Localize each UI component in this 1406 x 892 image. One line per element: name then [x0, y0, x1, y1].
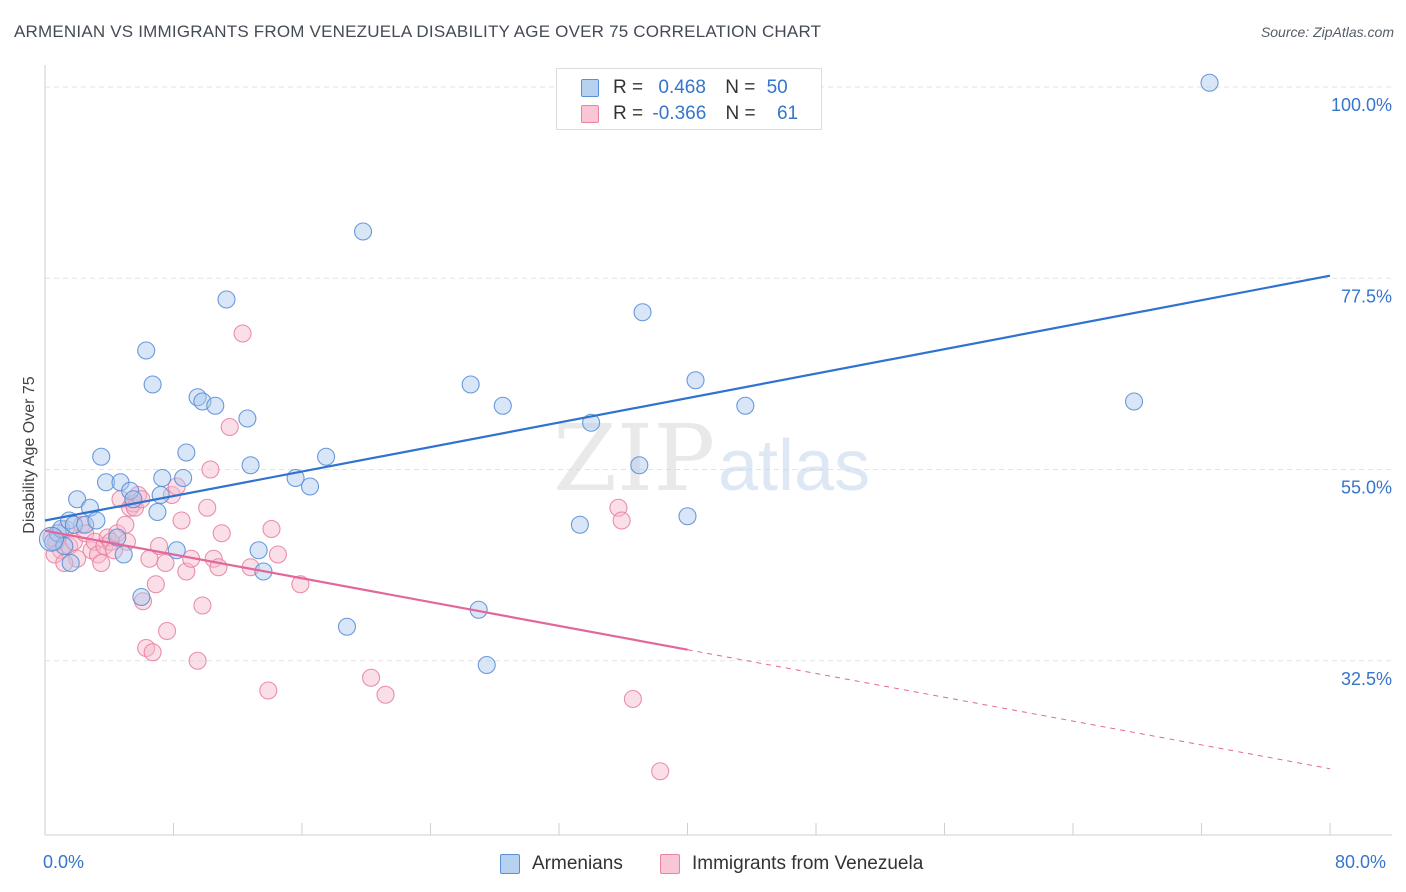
legend-n-label: N =	[725, 103, 756, 124]
venezuela-point	[233, 324, 252, 343]
armenian-point	[76, 515, 95, 534]
armenian-point	[96, 473, 116, 492]
venezuela-point	[376, 685, 395, 704]
venezuela-point	[146, 575, 165, 594]
armenian-point	[630, 456, 649, 475]
correlation-legend: R = 0.468 N = 50 R = -0.366 N = 61	[556, 68, 822, 130]
legend-r-value: 0.468	[658, 77, 706, 98]
armenian-point	[108, 528, 127, 547]
armenian-point	[736, 396, 755, 415]
venezuela-point	[362, 668, 381, 687]
y-axis-label: Disability Age Over 75	[21, 376, 38, 534]
y-tick-label: 32.5%	[1341, 669, 1392, 689]
legend-swatch-blue	[581, 79, 599, 97]
armenian-point	[177, 443, 196, 462]
x-max-label: 80.0%	[1335, 852, 1387, 872]
armenian-point	[151, 485, 170, 505]
armenian-point	[206, 396, 225, 415]
armenian-point	[148, 502, 167, 522]
venezuela-point	[268, 545, 287, 564]
armenian-point	[353, 222, 373, 241]
y-tick-label: 55.0%	[1341, 478, 1392, 498]
armenian-point	[55, 536, 74, 556]
legend-r-label: R =	[613, 77, 644, 98]
armenian-point	[678, 507, 697, 526]
armenian-point	[238, 409, 257, 428]
armenian-point	[241, 456, 260, 475]
venezuela-point	[193, 596, 212, 615]
watermark-atlas: atlas	[718, 426, 870, 506]
armenian-point	[337, 617, 357, 636]
legend-n-value: 61	[776, 103, 799, 124]
venezuela-point	[291, 575, 310, 594]
legend-swatch-blue	[500, 854, 520, 874]
venezuela-point	[198, 498, 217, 517]
armenian-point	[174, 468, 193, 488]
armenian-point	[68, 490, 87, 509]
series-legend: Armenians Immigrants from Venezuela	[0, 852, 1406, 878]
venezuela-point	[143, 643, 162, 662]
venezuela-point	[172, 511, 191, 530]
armenian-point	[217, 290, 236, 309]
legend-swatch-pink	[581, 105, 599, 123]
armenian-point	[582, 413, 601, 432]
venezuela-trendline-extension	[687, 649, 1331, 770]
armenian-point	[249, 541, 268, 560]
venezuela-point	[651, 762, 670, 781]
venezuela-point	[158, 621, 177, 641]
venezuela-point	[156, 553, 175, 573]
venezuela-point	[201, 460, 220, 479]
y-tick-label: 100.0%	[1331, 95, 1392, 115]
venezuela-points	[42, 324, 670, 781]
venezuela-point	[220, 417, 239, 437]
legend-n-value: 50	[766, 77, 788, 98]
trend-lines	[44, 274, 1331, 770]
armenian-point	[87, 511, 106, 530]
legend-swatch-pink	[660, 854, 680, 874]
legend-r-label: R =	[613, 103, 644, 124]
armenian-point	[143, 375, 162, 394]
venezuela-point	[623, 689, 642, 709]
chart-title: ARMENIAN VS IMMIGRANTS FROM VENEZUELA DI…	[14, 22, 822, 41]
venezuela-point	[188, 651, 207, 670]
legend-label-armenians: Armenians	[532, 853, 623, 874]
legend-n-label: N =	[725, 77, 756, 98]
armenian-point	[633, 303, 652, 322]
legend-r-value: -0.366	[652, 103, 707, 124]
armenian-point	[1124, 392, 1144, 411]
armenian-points	[38, 73, 1219, 675]
armenian-point	[153, 468, 172, 488]
armenian-point	[317, 447, 336, 466]
legend-label-venezuela: Immigrants from Venezuela	[692, 853, 924, 874]
armenian-point	[686, 371, 705, 390]
y-tick-labels: 32.5% 55.0% 77.5% 100.0%	[1331, 95, 1392, 689]
armenian-point	[1200, 73, 1219, 92]
armenian-point	[461, 375, 480, 394]
armenian-point	[300, 477, 320, 496]
venezuela-point	[92, 553, 111, 573]
armenian-point	[92, 447, 111, 466]
armenian-point	[132, 587, 151, 607]
armenian-point	[114, 545, 133, 564]
armenian-point	[570, 515, 589, 534]
armenian-point	[493, 396, 512, 415]
source-label: Source: ZipAtlas.com	[1260, 24, 1394, 40]
y-tick-label: 77.5%	[1341, 286, 1392, 306]
axes	[44, 65, 1392, 836]
venezuela-point	[612, 511, 631, 530]
watermark: ZIP atlas	[553, 405, 870, 512]
venezuela-point	[259, 681, 278, 700]
venezuela-trendline	[44, 529, 688, 651]
x-min-label: 0.0%	[43, 852, 85, 872]
armenian-point	[61, 553, 80, 573]
armenian-trendline	[44, 274, 1331, 522]
venezuela-point	[262, 519, 281, 539]
venezuela-point	[212, 524, 231, 543]
armenian-point	[477, 655, 496, 675]
armenian-point	[137, 341, 156, 360]
